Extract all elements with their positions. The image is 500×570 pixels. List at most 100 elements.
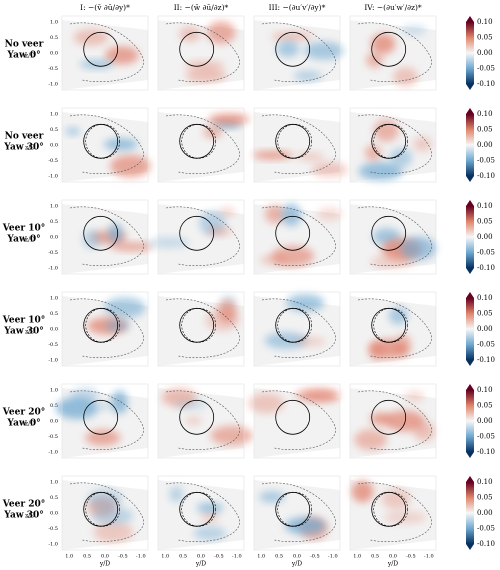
field-blob xyxy=(206,226,232,236)
colorbar-tick-label: -0.05 xyxy=(477,525,495,533)
rotor-outline xyxy=(179,399,215,435)
field-blob xyxy=(369,338,407,359)
colorbar-tick-label: 0.05 xyxy=(477,218,493,226)
panel xyxy=(61,199,154,275)
y-axis-label: z/D xyxy=(25,513,35,520)
rotor-outline xyxy=(275,31,311,67)
panel xyxy=(253,475,341,551)
colorbar xyxy=(466,390,474,452)
colorbar-arrow-bottom xyxy=(466,452,474,458)
colorbar-arrow-bottom xyxy=(466,84,474,90)
field-blob xyxy=(354,429,388,451)
rotor-outline xyxy=(275,215,311,251)
field-blob xyxy=(413,421,435,442)
panel xyxy=(157,107,250,183)
rotor-outline-yawed xyxy=(373,307,409,343)
rotor-outline-yawed xyxy=(85,491,120,527)
x-axis-label: y/D xyxy=(99,561,110,568)
rotor-outline-yawed xyxy=(181,307,216,343)
panel-frame xyxy=(157,383,245,459)
panel-frame xyxy=(253,15,341,91)
field-blob xyxy=(401,24,427,36)
panel xyxy=(248,383,341,459)
field-blob xyxy=(108,222,123,244)
panel-frame xyxy=(61,383,149,459)
x-tick-label: 0.0 xyxy=(293,554,301,560)
colorbar-tick-label: -0.05 xyxy=(477,249,495,257)
field-blob xyxy=(207,21,236,45)
colorbar xyxy=(466,298,474,360)
row-label: Yaw 30° xyxy=(3,511,43,521)
field-blob xyxy=(358,162,403,181)
x-tick-label: 1.0 xyxy=(257,554,265,560)
y-tick-label: 1.0 xyxy=(50,480,58,486)
y-tick-label: 0.0 xyxy=(50,235,58,241)
field-blob xyxy=(219,207,236,217)
colorbar-arrow-bottom xyxy=(466,360,474,366)
row-label: Yaw 0° xyxy=(6,419,40,429)
y-tick-label: -1.0 xyxy=(48,173,58,179)
colorbar-tick-label: 0.05 xyxy=(477,310,493,318)
field-blob xyxy=(103,138,138,151)
field-blob xyxy=(389,147,413,168)
colorbar-tick-label: 0.00 xyxy=(477,233,493,241)
colorbar-tick-label: -0.05 xyxy=(477,341,495,349)
y-axis-label: z/D xyxy=(25,53,35,60)
row-label: Yaw 30° xyxy=(3,143,43,153)
field-blob xyxy=(264,205,286,224)
field-blob xyxy=(383,510,427,524)
rotor-outline-yawed xyxy=(85,307,120,343)
field-blob xyxy=(85,429,121,446)
panel xyxy=(157,15,245,91)
field-blob xyxy=(384,410,425,432)
row-label: No veer xyxy=(5,40,44,50)
field-blob xyxy=(293,70,323,82)
field-blob xyxy=(370,254,414,269)
panel-frame xyxy=(349,383,437,459)
field-blob xyxy=(284,517,326,535)
x-tick-label: 1.0 xyxy=(353,554,361,560)
panel xyxy=(349,475,437,551)
field-blob xyxy=(65,127,80,136)
column-title: I: −(v̄ ∂ū/∂y)* xyxy=(80,3,130,12)
panel xyxy=(253,291,341,367)
field-blob xyxy=(281,203,302,227)
panel xyxy=(61,15,149,91)
colorbar-arrow-top xyxy=(466,200,474,206)
y-tick-label: 0.0 xyxy=(50,419,58,425)
rotor-outline xyxy=(83,215,119,251)
rotor-outline xyxy=(179,215,215,251)
rotor-outline xyxy=(371,215,407,251)
y-tick-label: -0.5 xyxy=(48,66,58,72)
field-blob xyxy=(294,388,339,401)
x-tick-label: 0.5 xyxy=(371,554,379,560)
colorbar-tick-label: 0.00 xyxy=(477,141,493,149)
field-blob xyxy=(201,511,219,523)
panel-frame xyxy=(349,107,437,183)
panel-frame xyxy=(157,475,245,551)
colorbar-arrow-bottom xyxy=(466,268,474,274)
x-tick-label: -1.0 xyxy=(328,554,338,560)
colorbar-tick-label: -0.05 xyxy=(477,65,495,73)
x-tick-label: 1.0 xyxy=(65,554,73,560)
colorbar-tick-label: 0.00 xyxy=(477,417,493,425)
field-blob xyxy=(169,486,184,503)
field-blob xyxy=(104,46,139,65)
panel xyxy=(61,107,151,183)
x-tick-label: 0.5 xyxy=(83,554,91,560)
y-tick-label: 1.0 xyxy=(50,20,58,26)
row-label: Veer 20° xyxy=(2,500,46,510)
x-tick-label: -0.5 xyxy=(118,554,128,560)
y-tick-label: -0.5 xyxy=(48,434,58,440)
x-tick-label: 0.5 xyxy=(179,554,187,560)
field-blob xyxy=(184,60,225,70)
colorbar xyxy=(466,114,474,176)
field-blob xyxy=(82,229,101,250)
panel-frame xyxy=(61,475,149,551)
colorbar xyxy=(466,206,474,268)
field-blob xyxy=(93,521,134,543)
rotor-outline-yawed xyxy=(277,124,313,159)
x-tick-label: 0.5 xyxy=(275,554,283,560)
y-tick-label: 0.5 xyxy=(50,403,58,409)
